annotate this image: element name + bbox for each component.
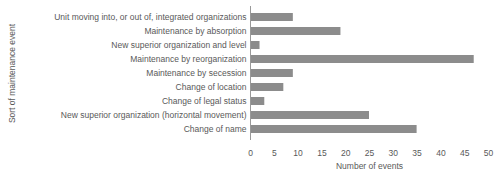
svg-text:10: 10: [293, 148, 303, 158]
svg-text:35: 35: [412, 148, 422, 158]
svg-text:Maintenance by secession: Maintenance by secession: [146, 68, 246, 78]
svg-text:30: 30: [389, 148, 399, 158]
svg-text:Sort of maintenance event: Sort of maintenance event: [7, 23, 17, 123]
svg-text:25: 25: [365, 148, 375, 158]
svg-text:15: 15: [317, 148, 327, 158]
svg-text:50: 50: [484, 148, 494, 158]
svg-text:5: 5: [272, 148, 277, 158]
svg-text:Maintenance by reorganization: Maintenance by reorganization: [130, 54, 247, 64]
svg-text:20: 20: [341, 148, 351, 158]
svg-text:New superior organization (hor: New superior organization (horizontal mo…: [61, 110, 247, 120]
svg-text:40: 40: [436, 148, 446, 158]
svg-text:Number of events: Number of events: [336, 161, 403, 171]
svg-text:45: 45: [460, 148, 470, 158]
svg-text:Change of location: Change of location: [176, 82, 247, 92]
svg-text:Change of name: Change of name: [184, 124, 247, 134]
svg-text:Unit moving into, or out of, i: Unit moving into, or out of, integrated …: [54, 12, 246, 22]
svg-text:Change of legal status: Change of legal status: [162, 96, 247, 106]
svg-text:Maintenance by absorption: Maintenance by absorption: [144, 26, 246, 36]
svg-text:0: 0: [248, 148, 253, 158]
svg-text:New superior organization and: New superior organization and level: [111, 40, 246, 50]
